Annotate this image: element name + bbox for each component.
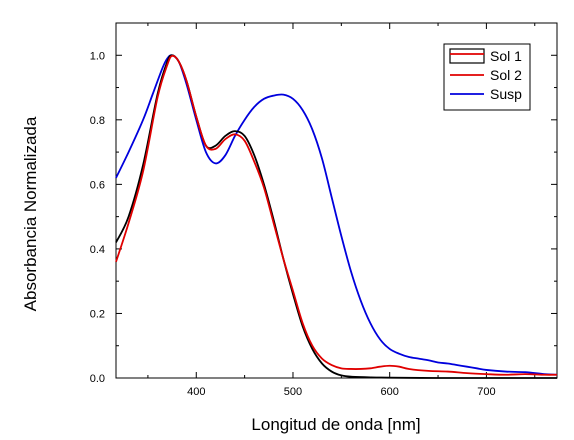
legend-label-sol-2: Sol 2	[490, 67, 522, 83]
y-tick-label: 0.2	[90, 308, 105, 320]
x-tick-label-700: 700	[477, 386, 495, 398]
x-tick-label-600: 600	[381, 386, 399, 398]
series-line-sol-2	[115, 54, 558, 376]
legend-swatch-sol-1	[449, 48, 485, 64]
x-axis-title: Longitud de onda [nm]	[251, 415, 420, 434]
y-tick-label: 0.6	[90, 179, 105, 191]
x-tick-label-500: 500	[284, 386, 302, 398]
plot-frame	[115, 22, 558, 379]
x-tick-label-400: 400	[187, 386, 205, 398]
legend-label-sol-1: Sol 1	[490, 48, 522, 64]
legend-label-susp: Susp	[490, 86, 522, 102]
legend-box	[443, 43, 531, 111]
y-tick-label: 1.0	[90, 50, 105, 62]
y-tick-label: 0.8	[90, 115, 105, 127]
y-axis-title: Absorbancia Normalizada	[21, 116, 40, 311]
y-tick-label: 0.4	[90, 244, 105, 256]
y-tick-label: 0.0	[90, 373, 105, 385]
